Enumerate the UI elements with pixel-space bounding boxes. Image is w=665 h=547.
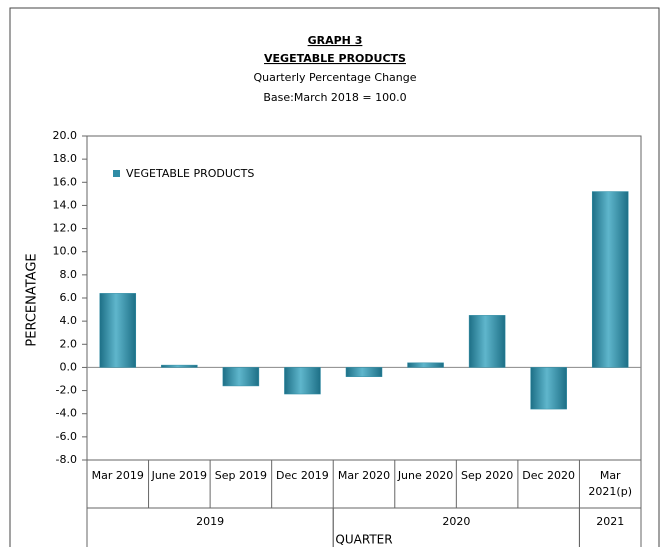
x-tick-label: Sep 2020 xyxy=(460,469,514,482)
bar xyxy=(284,367,321,395)
x-tick-label: Dec 2020 xyxy=(522,469,576,482)
y-axis-label: PERCENATAGE xyxy=(25,253,40,346)
y-tick-label: 8.0 xyxy=(60,268,78,281)
y-tick-label: 20.0 xyxy=(53,129,78,142)
subtitle-line: Quarterly Percentage Change xyxy=(253,71,416,84)
x-tick-label: June 2019 xyxy=(151,469,208,482)
bar xyxy=(530,367,567,410)
legend-label: VEGETABLE PRODUCTS xyxy=(126,167,254,180)
x-tick-label: Sep 2019 xyxy=(214,469,267,482)
bar xyxy=(99,293,137,368)
subtitle-line: Base:March 2018 = 100.0 xyxy=(263,91,406,104)
y-tick-label: -8.0 xyxy=(56,453,77,466)
y-tick-label: -6.0 xyxy=(56,430,77,443)
x-tick-label: Dec 2019 xyxy=(276,469,329,482)
bar xyxy=(222,367,260,387)
frame xyxy=(9,7,660,547)
group-label: 2020 xyxy=(442,515,470,528)
x-tick-label: Mar 2020 xyxy=(337,469,391,482)
y-tick-label: 6.0 xyxy=(60,291,78,304)
y-tick-label: -4.0 xyxy=(56,407,77,420)
y-tick-label: 2.0 xyxy=(60,337,78,350)
y-tick-label: 12.0 xyxy=(53,222,78,235)
y-tick-label: 16.0 xyxy=(53,175,78,188)
group-label: 2021 xyxy=(596,515,624,528)
x-axis-label: QUARTER xyxy=(335,533,392,547)
x-tick-label: June 2020 xyxy=(397,469,454,482)
y-tick-label: 4.0 xyxy=(60,314,78,327)
y-tick-label: 18.0 xyxy=(53,152,78,165)
bar xyxy=(407,362,444,368)
y-tick-label: -2.0 xyxy=(56,384,77,397)
chart-title: GRAPH 3 xyxy=(308,34,363,47)
plot-area xyxy=(86,135,642,461)
legend-swatch xyxy=(113,170,120,177)
chart-subtitle: VEGETABLE PRODUCTS xyxy=(264,52,406,65)
bar xyxy=(591,191,629,368)
y-tick-label: 0.0 xyxy=(60,360,78,373)
bar xyxy=(161,364,198,368)
y-tick-label: 10.0 xyxy=(53,245,78,258)
x-tick-label: Mar 2021(p) xyxy=(588,469,632,498)
group-label: 2019 xyxy=(196,515,224,528)
y-tick-label: 14.0 xyxy=(53,198,78,211)
bar xyxy=(345,367,383,377)
bar xyxy=(468,315,506,368)
x-tick-label: Mar 2019 xyxy=(91,469,144,482)
